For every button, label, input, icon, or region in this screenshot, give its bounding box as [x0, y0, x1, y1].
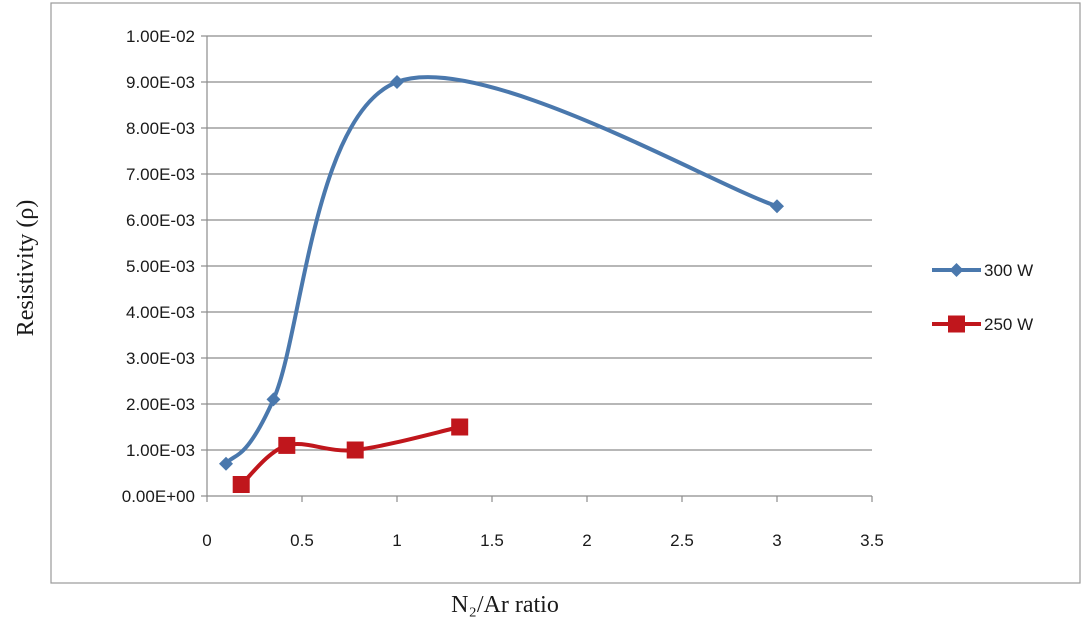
data-point-300-w: [219, 456, 233, 471]
data-point-250-w: [451, 418, 469, 436]
y-tick-label: 3.00E-03: [126, 349, 195, 368]
x-axis-title: N₂/Ar ratio: [451, 592, 559, 618]
x-tick-label: 0.5: [290, 531, 314, 550]
y-tick-label: 4.00E-03: [126, 303, 195, 322]
x-tick-label: 1: [392, 531, 401, 550]
y-tick-label: 7.00E-03: [126, 165, 195, 184]
data-point-250-w: [232, 476, 250, 493]
legend-marker-250-w: [948, 315, 965, 333]
x-tick-label: 3: [772, 531, 781, 550]
y-tick-label: 6.00E-03: [126, 211, 195, 230]
data-point-250-w: [346, 441, 364, 459]
x-tick-label: 2: [582, 531, 591, 550]
y-axis-title: Resistivity (ρ): [13, 200, 39, 337]
y-tick-label: 0.00E+00: [122, 487, 195, 506]
data-point-250-w: [278, 436, 296, 454]
y-tick-label: 2.00E-03: [126, 395, 195, 414]
x-tick-label: 0: [202, 531, 211, 550]
data-point-300-w: [770, 199, 784, 214]
y-tick-label: 1.00E-02: [126, 27, 195, 46]
x-tick-label: 2.5: [670, 531, 694, 550]
chart-border: [50, 2, 1081, 584]
y-tick-label: 9.00E-03: [126, 73, 195, 92]
y-tick-label: 8.00E-03: [126, 119, 195, 138]
x-tick-label: 1.5: [480, 531, 504, 550]
data-point-300-w: [266, 392, 281, 407]
series-line-300-w: [224, 75, 779, 466]
y-tick-label: 5.00E-03: [126, 257, 195, 276]
legend-label: 300 W: [984, 261, 1033, 280]
data-point-300-w: [390, 75, 404, 89]
series-line-250-w: [239, 425, 462, 487]
x-tick-label: 3.5: [860, 531, 884, 550]
legend-label: 250 W: [984, 315, 1033, 334]
legend-marker-300-w: [949, 263, 964, 277]
y-tick-label: 1.00E-03: [126, 441, 195, 460]
